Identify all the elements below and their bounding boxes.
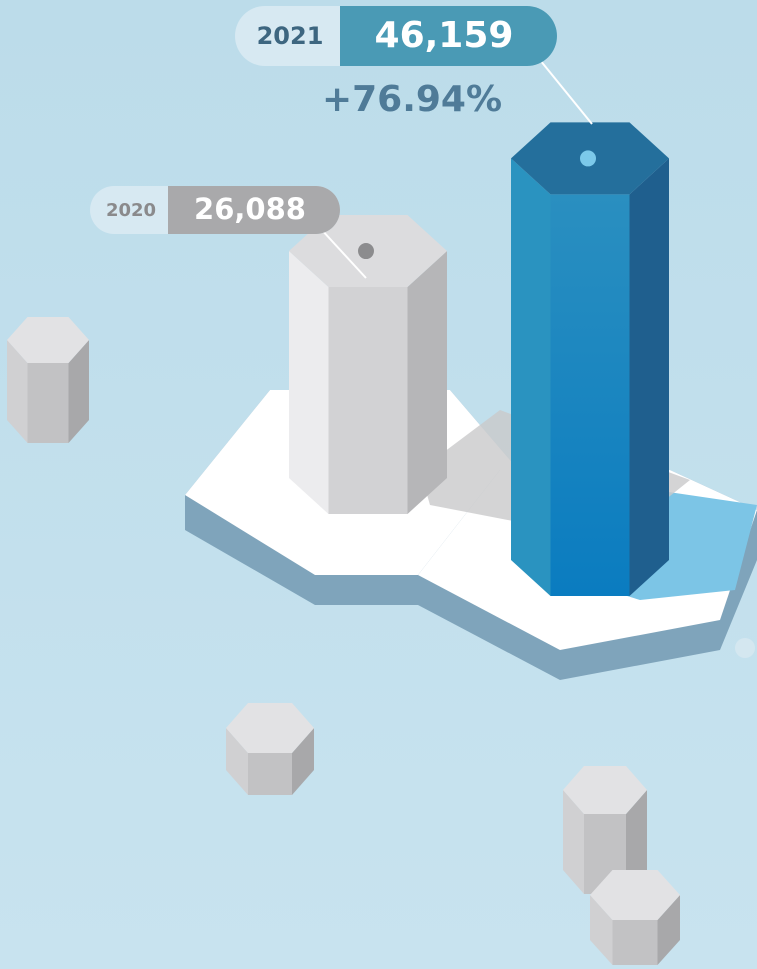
- anchor-dot: [358, 243, 374, 259]
- face-front: [28, 363, 69, 443]
- face-left: [511, 158, 551, 596]
- year-label: 2020: [106, 200, 156, 221]
- face-front: [613, 920, 658, 965]
- hex-prism: [7, 317, 89, 443]
- infographic: 2020 26,088 2021 46,159 +76.94%: [0, 0, 757, 969]
- face-right: [630, 158, 670, 596]
- hex-prism: [226, 703, 314, 795]
- face-front: [248, 753, 292, 795]
- anchor-dot: [580, 150, 596, 166]
- hex-prism: [511, 122, 669, 596]
- value-label: 26,088: [194, 192, 306, 226]
- face-left: [289, 251, 329, 514]
- value-label: 46,159: [375, 15, 514, 56]
- change-annotation: +76.94%: [322, 79, 502, 120]
- hex-prism: [590, 870, 680, 965]
- edge-dot: [735, 638, 755, 658]
- face-right: [408, 251, 448, 514]
- face-front: [329, 287, 408, 514]
- year-label: 2021: [257, 22, 324, 50]
- face-front: [551, 194, 630, 596]
- hex-prism: [289, 215, 447, 514]
